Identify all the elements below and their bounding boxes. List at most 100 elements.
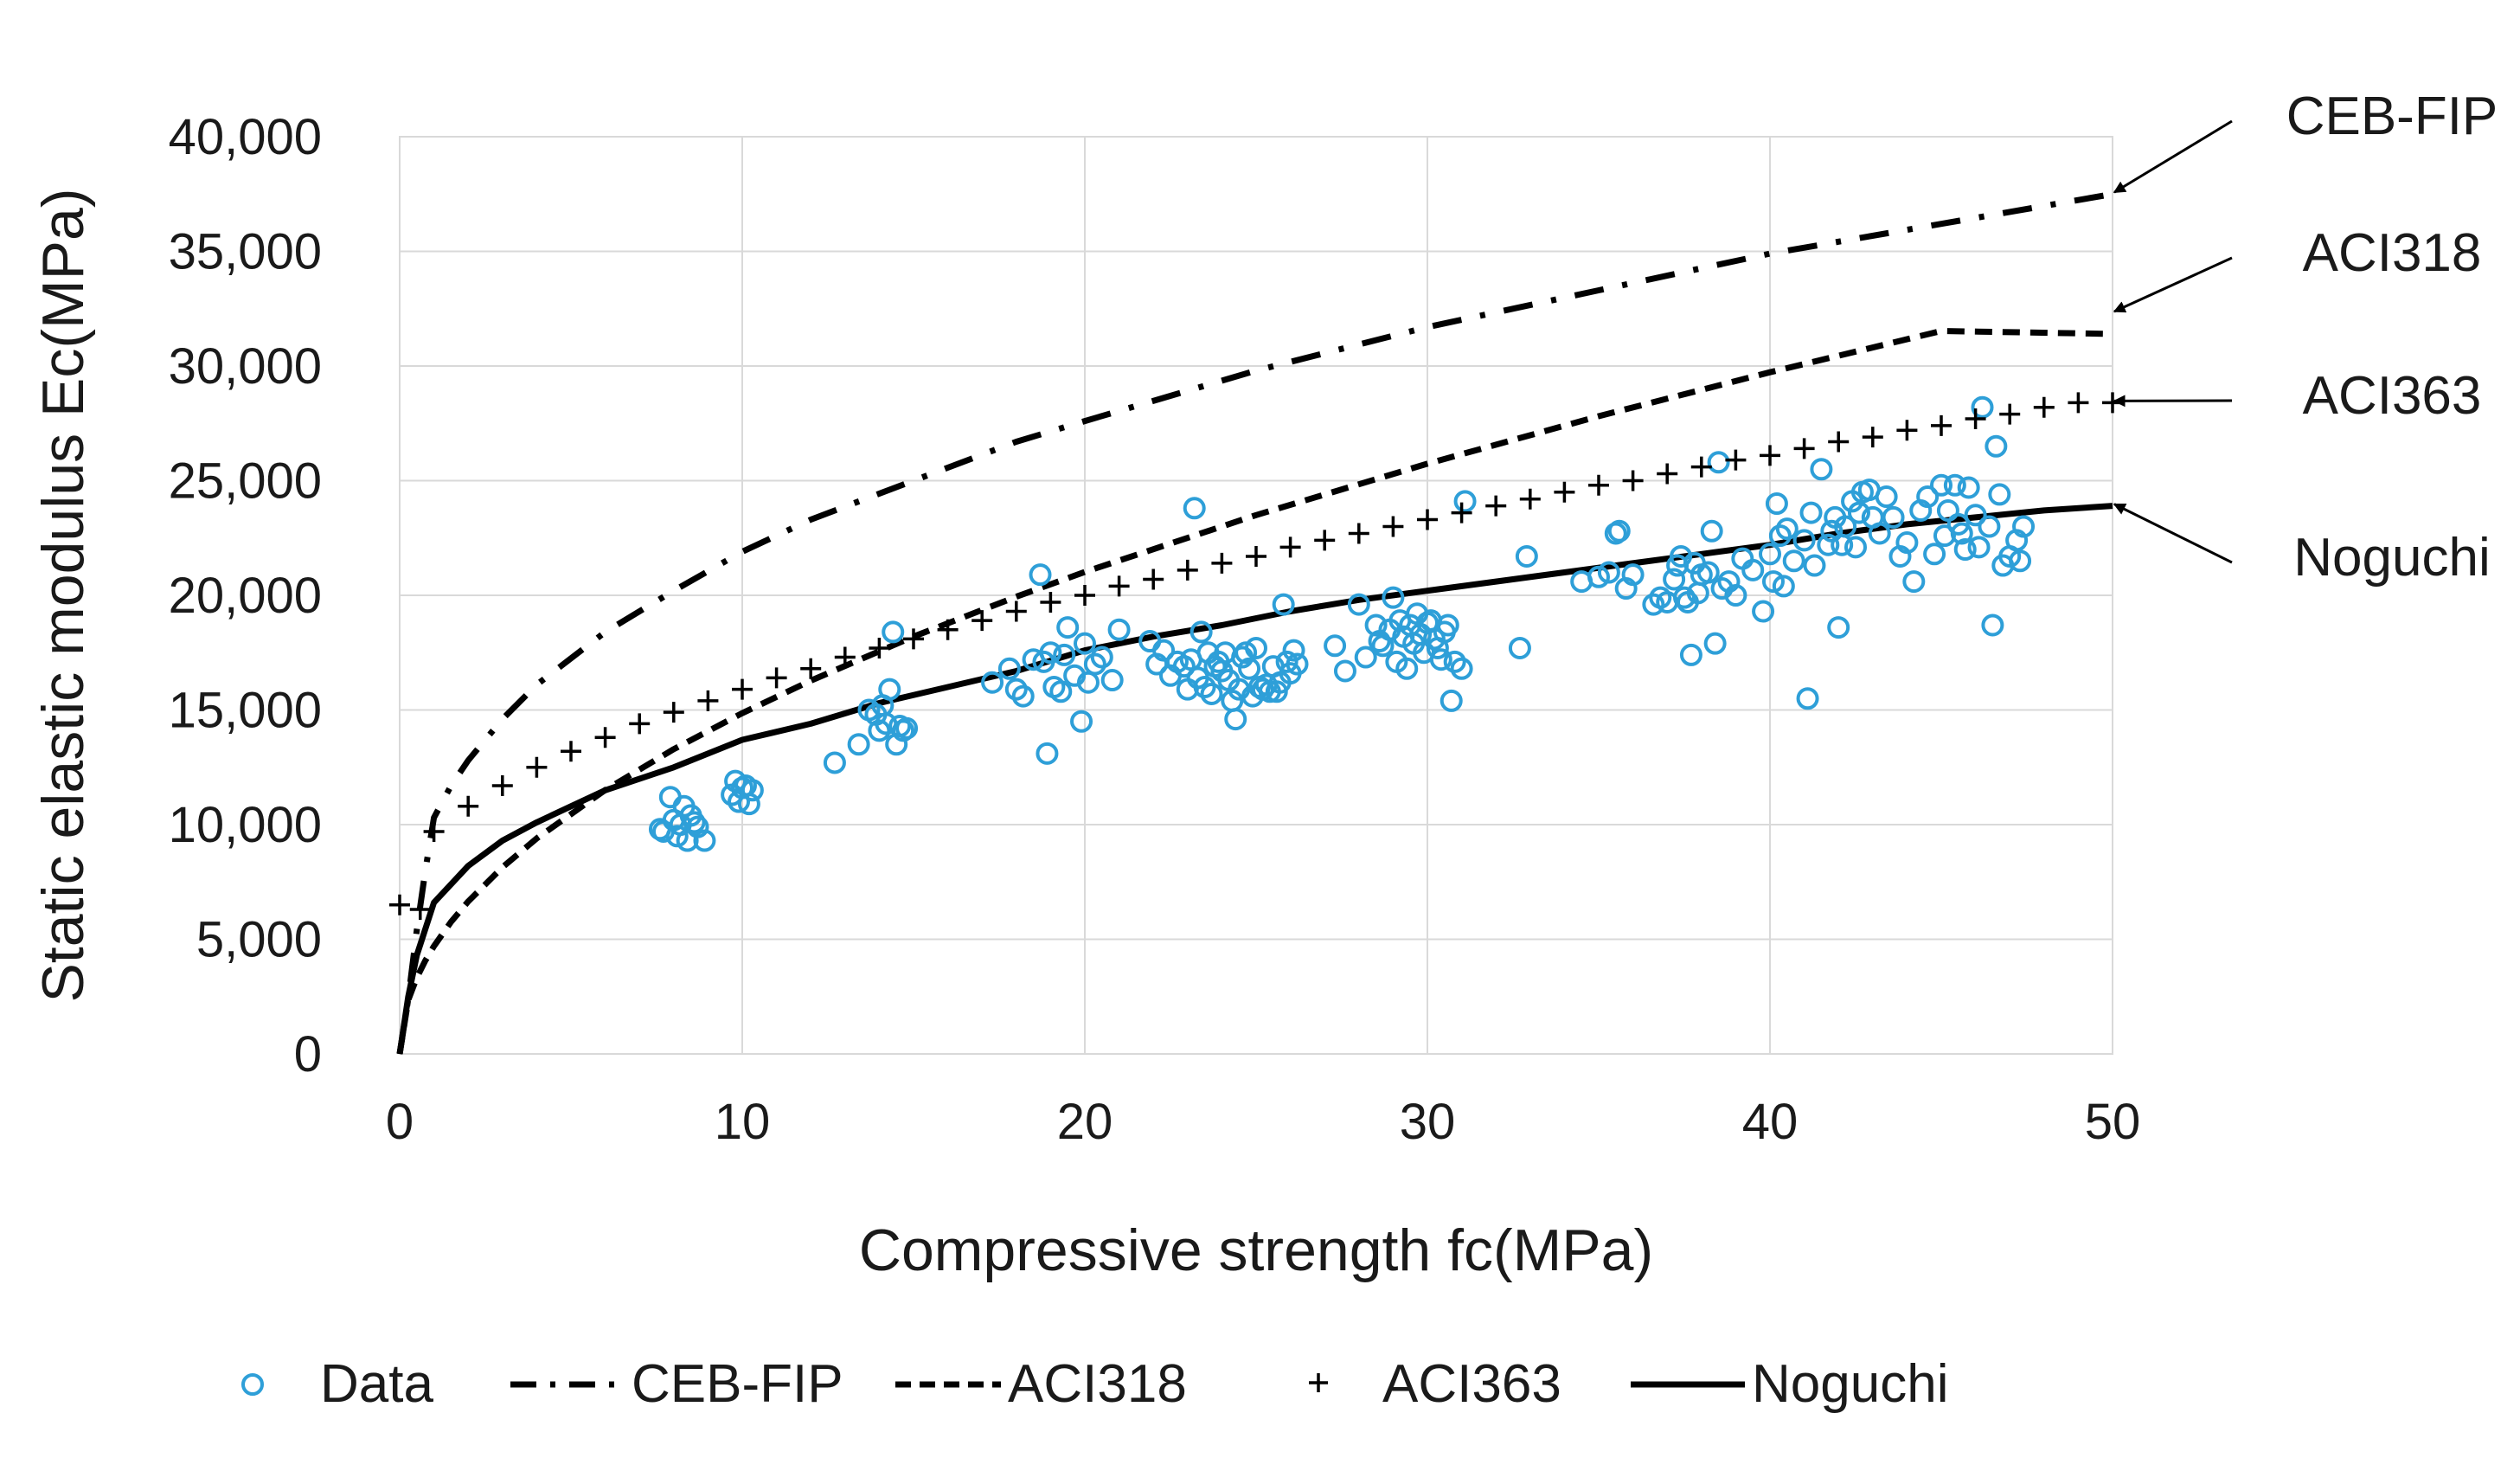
series-data-point	[895, 716, 919, 740]
series-data-point	[1761, 570, 1785, 594]
series-data-point	[2009, 549, 2032, 573]
legend-marker-data	[241, 1373, 264, 1396]
series-data-point	[1882, 505, 1905, 529]
series-aci363-point	[1793, 438, 1815, 459]
series-aci363-point	[1828, 431, 1850, 453]
series-data-point	[1765, 492, 1788, 515]
series-aci363-point	[1690, 456, 1712, 478]
series-data-point	[1978, 515, 2001, 538]
series-data-point	[1642, 593, 1665, 616]
series-data-point	[1453, 490, 1477, 513]
series-data-point	[1152, 639, 1176, 662]
series-ceb-fip-line	[396, 190, 2113, 1055]
x-tick-label: 30	[1400, 1094, 1456, 1150]
series-data-point	[1347, 593, 1370, 616]
series-data-point	[1107, 618, 1131, 641]
series-aci363-point	[1657, 463, 1678, 485]
series-aci363-point	[1862, 427, 1883, 448]
series-data-point	[882, 620, 905, 644]
series-data-point	[1724, 584, 1747, 607]
series-data-point	[1981, 613, 2004, 637]
series-data-point	[1282, 639, 1305, 662]
series-aci363-point	[526, 756, 548, 778]
series-data-point	[658, 786, 682, 809]
series-data-point	[724, 769, 747, 793]
series-data-point	[1354, 646, 1377, 669]
series-aci363-point	[697, 690, 719, 711]
callout-arrow	[2113, 256, 2233, 313]
y-tick-label: 0	[294, 1026, 322, 1082]
series-data-point	[1224, 708, 1247, 731]
series-aci363-point	[2033, 396, 2055, 418]
series-data-point	[1597, 561, 1620, 584]
series-data-point	[1817, 533, 1840, 556]
series-aci363-point	[458, 795, 479, 817]
series-data-point	[1200, 682, 1223, 705]
series-aci363-point	[594, 727, 616, 748]
series-data-point	[1741, 558, 1765, 581]
series-data-point	[1679, 643, 1702, 666]
series-aci363-point	[409, 899, 431, 921]
series-data-point	[1759, 543, 1781, 566]
series-aci363-point	[1965, 408, 1986, 429]
series-data-point	[737, 793, 760, 816]
series-aci363-point	[629, 713, 651, 735]
series-aci363-point	[971, 610, 993, 632]
series-aci363-point	[1314, 530, 1336, 551]
series-data-point	[1752, 600, 1775, 623]
series-aci363-point	[2068, 392, 2089, 414]
series-data-point	[1053, 643, 1076, 666]
series-data-point	[1916, 485, 1940, 509]
x-tick-label: 20	[1057, 1094, 1113, 1150]
series-data-point	[1193, 676, 1216, 698]
series-data-point	[1436, 613, 1459, 637]
series-data-point	[1039, 641, 1062, 665]
series-aci363-point	[1279, 536, 1301, 558]
callout-label: ACI363	[2303, 366, 2482, 426]
series-data-point	[665, 825, 689, 848]
callout-arrow	[2113, 503, 2233, 564]
series-aci363-point	[389, 894, 410, 915]
series-data-point	[1810, 458, 1833, 481]
callout-arrow	[2113, 119, 2233, 194]
series-layer	[389, 190, 2123, 1055]
series-data-point	[683, 811, 706, 834]
series-data-point	[1074, 632, 1096, 655]
series-data-point	[1964, 504, 1987, 527]
series-data-point	[1796, 687, 1819, 710]
series-data-point	[1844, 536, 1867, 559]
series-noguchi-line	[396, 503, 2113, 1055]
series-aci363-point	[1999, 403, 2021, 425]
x-tick-label: 50	[2085, 1094, 2141, 1150]
series-data-point	[1700, 519, 1723, 543]
series-aci363-point	[1588, 474, 1609, 496]
series-data-point	[1957, 476, 1980, 499]
y-tick-label: 5,000	[196, 912, 322, 968]
series-data-point	[1070, 710, 1093, 733]
legend-label-aci363: ACI363	[1382, 1354, 1561, 1414]
plot-area-border	[399, 136, 2113, 1055]
series-data-point	[1621, 563, 1645, 587]
series-data-point	[1895, 531, 1919, 555]
series-data-point	[1364, 613, 1388, 637]
series-data-point	[1286, 652, 1309, 676]
series-data-point	[1775, 517, 1799, 541]
series-data-point	[1183, 497, 1206, 520]
y-tick-label: 25,000	[169, 453, 322, 510]
series-data-point	[1083, 652, 1106, 676]
series-data-point	[1772, 575, 1795, 598]
series-data-point	[1803, 554, 1826, 577]
series-data-point	[823, 751, 846, 774]
series-data-point	[1663, 568, 1686, 591]
series-aci363-point	[903, 628, 924, 650]
series-data-point	[1450, 657, 1473, 680]
series-data-point	[1847, 501, 1870, 524]
series-data-point	[1275, 650, 1298, 673]
series-aci363-point	[732, 678, 753, 700]
series-data-point	[1515, 544, 1538, 568]
series-aci363-point	[491, 774, 513, 796]
series-aci363-point	[869, 637, 890, 658]
legend: Data CEB-FIP ACI318 ACI363 Noguchi	[241, 1354, 1948, 1414]
legend-label-ceb-fip: CEB-FIP	[632, 1354, 843, 1414]
